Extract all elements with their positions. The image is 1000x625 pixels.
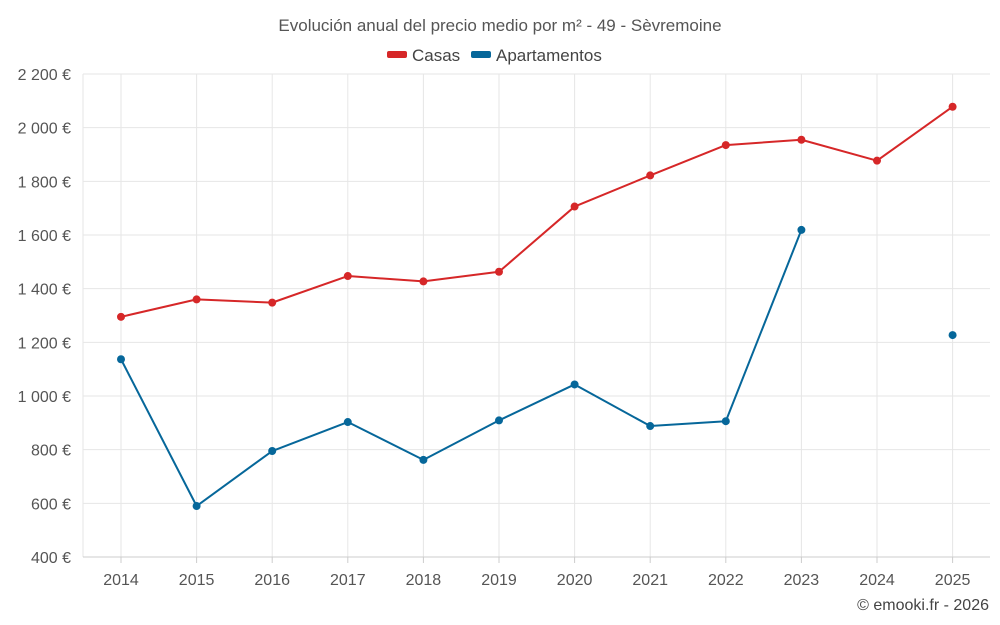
- y-tick-label: 1 600 €: [18, 228, 71, 245]
- data-point-apartamentos[interactable]: [797, 225, 806, 234]
- data-point-apartamentos[interactable]: [570, 380, 579, 389]
- y-tick-label: 400 €: [31, 550, 71, 567]
- legend-label-casas[interactable]: Casas: [412, 46, 460, 65]
- x-tick-label: 2015: [179, 572, 215, 589]
- data-point-casas[interactable]: [192, 295, 201, 304]
- data-point-casas[interactable]: [570, 202, 579, 211]
- y-tick-label: 1 800 €: [18, 174, 71, 191]
- data-point-apartamentos[interactable]: [343, 418, 352, 427]
- data-point-apartamentos[interactable]: [192, 502, 201, 511]
- legend-swatch-casas[interactable]: [387, 51, 407, 58]
- data-point-apartamentos[interactable]: [721, 417, 730, 426]
- data-point-apartamentos[interactable]: [268, 447, 277, 456]
- grid-lines: [83, 73, 990, 557]
- x-tick-label: 2022: [708, 572, 744, 589]
- axes: 400 € 600 € 800 € 1 000 € 1 200 € 1 400 € 1 60…: [18, 67, 990, 589]
- y-tick-label: 1 200 €: [18, 335, 71, 352]
- x-tick-label: 2021: [632, 572, 668, 589]
- data-point-apartamentos[interactable]: [117, 355, 125, 364]
- y-tick-label: 800 €: [31, 443, 71, 460]
- x-tick-label: 2025: [935, 572, 971, 589]
- y-tick-label: 600 €: [31, 496, 71, 513]
- data-point-apartamentos[interactable]: [495, 416, 503, 425]
- data-point-casas[interactable]: [268, 298, 277, 307]
- x-tick-label: 2018: [406, 572, 442, 589]
- data-point-casas[interactable]: [495, 267, 503, 276]
- data-point-casas[interactable]: [419, 277, 428, 286]
- legend-label-apartamentos[interactable]: Apartamentos: [496, 46, 602, 65]
- y-tick-label: 1 400 €: [18, 282, 71, 299]
- y-tick-label: 1 000 €: [18, 389, 71, 406]
- data-point-apartamentos[interactable]: [646, 422, 655, 431]
- series-line-apartamentos: [120, 228, 803, 508]
- data-point-apartamentos[interactable]: [419, 455, 428, 464]
- y-tick-label: 2 000 €: [18, 121, 71, 138]
- data-point-casas[interactable]: [797, 135, 806, 144]
- y-tick-label: 2 200 €: [18, 67, 71, 84]
- x-tick-label: 2019: [481, 572, 517, 589]
- x-tick-label: 2017: [330, 572, 366, 589]
- data-point-casas[interactable]: [948, 102, 957, 111]
- legend-swatch-apartamentos[interactable]: [471, 51, 491, 58]
- data-point-casas[interactable]: [646, 171, 655, 180]
- series-layer: [117, 102, 957, 511]
- x-tick-label: 2023: [784, 572, 820, 589]
- data-point-apartamentos[interactable]: [948, 331, 957, 340]
- x-tick-label: 2020: [557, 572, 593, 589]
- data-point-casas[interactable]: [343, 272, 352, 281]
- series-line-casas: [120, 105, 954, 318]
- x-tick-label: 2014: [103, 572, 139, 589]
- data-point-casas[interactable]: [117, 312, 125, 321]
- chart-credit: © emooki.fr - 2026: [857, 597, 989, 614]
- x-tick-label: 2024: [859, 572, 895, 589]
- legend: Casas Apartamentos: [387, 46, 602, 65]
- series-casas: [117, 102, 957, 321]
- series-apartamentos: [117, 225, 957, 511]
- chart-title: Evolución anual del precio medio por m² …: [278, 16, 721, 35]
- data-point-casas[interactable]: [873, 156, 881, 165]
- x-tick-label: 2016: [254, 572, 290, 589]
- data-point-casas[interactable]: [721, 141, 730, 150]
